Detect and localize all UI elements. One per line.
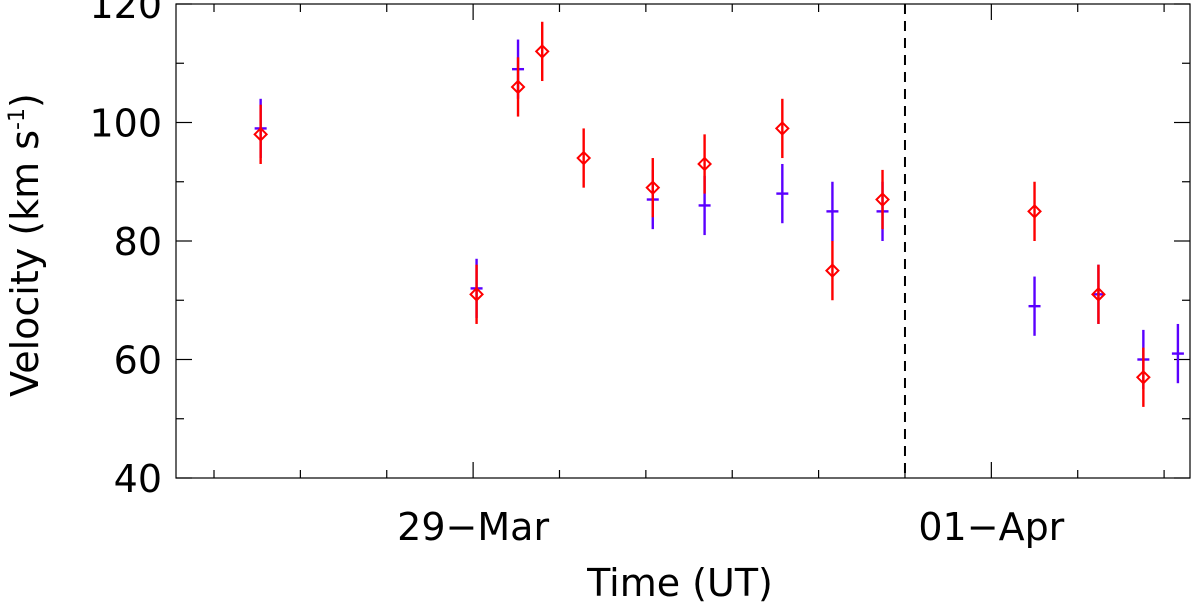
- diamond-point: [534, 43, 550, 59]
- axis-ticks: [176, 3, 1190, 479]
- diamond-point: [645, 180, 661, 196]
- x-tick-label: 29−Mar: [397, 505, 549, 549]
- y-axis-title: Velocity (km s-1): [3, 93, 47, 397]
- y-tick-label: 120: [89, 0, 162, 27]
- diamond-point: [469, 286, 484, 302]
- x-tick-labels: 29−Mar 01−Apr: [397, 505, 1065, 549]
- diamond-point: [510, 79, 526, 95]
- y-axis-title-close: ): [3, 93, 47, 108]
- diamond-point: [697, 156, 713, 172]
- x-tick-label: 01−Apr: [918, 505, 1064, 549]
- data-marks: [253, 21, 1184, 407]
- y-axis-title-main: Velocity (km s: [3, 130, 47, 397]
- y-tick-label: 100: [89, 102, 162, 146]
- diamond-point: [253, 126, 269, 142]
- diamond-point: [1027, 203, 1042, 219]
- diamond-point: [576, 150, 592, 166]
- diamond-point: [1135, 369, 1151, 385]
- y-tick-labels: 40 60 80 100 120: [89, 0, 162, 501]
- plot-frame: [175, 3, 1191, 479]
- diamond-point: [1091, 286, 1106, 302]
- diamond-point: [875, 192, 890, 207]
- y-tick-label: 80: [114, 220, 162, 264]
- y-tick-label: 40: [114, 457, 162, 501]
- y-axis-title-exponent: -1: [5, 108, 30, 130]
- x-axis-title: Time (UT): [586, 561, 773, 605]
- diamond-point: [774, 121, 790, 136]
- diamond-point: [825, 263, 840, 279]
- y-tick-label: 60: [114, 339, 162, 383]
